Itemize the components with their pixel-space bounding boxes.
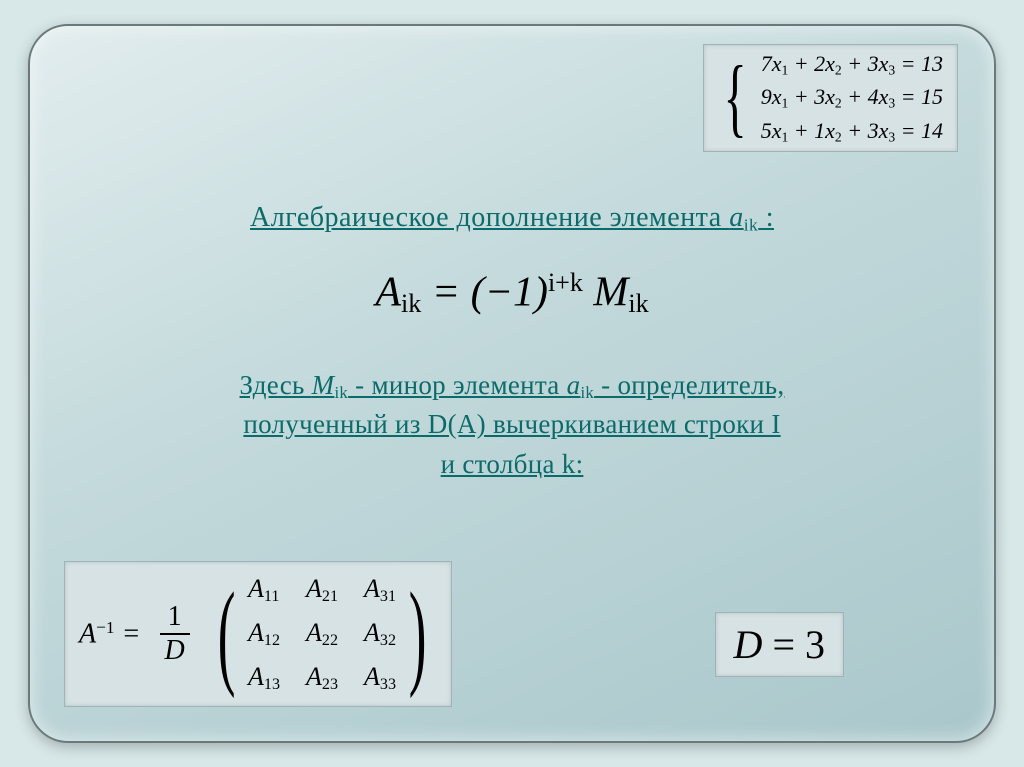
equation-system-box: { 7x1 + 2x2 + 3x3 = 13 9x1 + 3x2 + 4x3 =… [703, 44, 958, 152]
minor-description: Здесь Mik - минор элемента aik - определ… [30, 366, 994, 484]
determinant-box: D = 3 [715, 612, 844, 677]
right-paren-icon: ) [409, 588, 427, 680]
left-brace-icon: { [724, 63, 747, 133]
cofactor-formula: Aik = (−1)i+k Mik [30, 268, 994, 319]
left-paren-icon: ( [218, 588, 236, 680]
cofactor-title: Алгебраическое дополнение элемента aik : [30, 202, 994, 235]
matrix-body: A11 A21 A31 A12 A22 A32 A13 A23 A33 [246, 574, 398, 694]
cofactor-matrix: ( A11 A21 A31 A12 A22 A32 A13 A23 A33 ) [207, 574, 438, 694]
system-row-3: 5x1 + 1x2 + 3x3 = 14 [761, 118, 943, 145]
system-rows: 7x1 + 2x2 + 3x3 = 13 9x1 + 3x2 + 4x3 = 1… [761, 51, 943, 145]
fraction-1-over-D: 1 D [157, 601, 193, 667]
inverse-matrix-box: A−1 = 1 D ( A11 A21 A31 A12 A22 A32 A13 … [64, 561, 452, 707]
slide-frame: { 7x1 + 2x2 + 3x3 = 13 9x1 + 3x2 + 4x3 =… [28, 24, 996, 743]
inverse-lhs: A−1 = [79, 618, 141, 651]
system-row-2: 9x1 + 3x2 + 4x3 = 15 [761, 84, 943, 111]
system-row-1: 7x1 + 2x2 + 3x3 = 13 [761, 51, 943, 78]
